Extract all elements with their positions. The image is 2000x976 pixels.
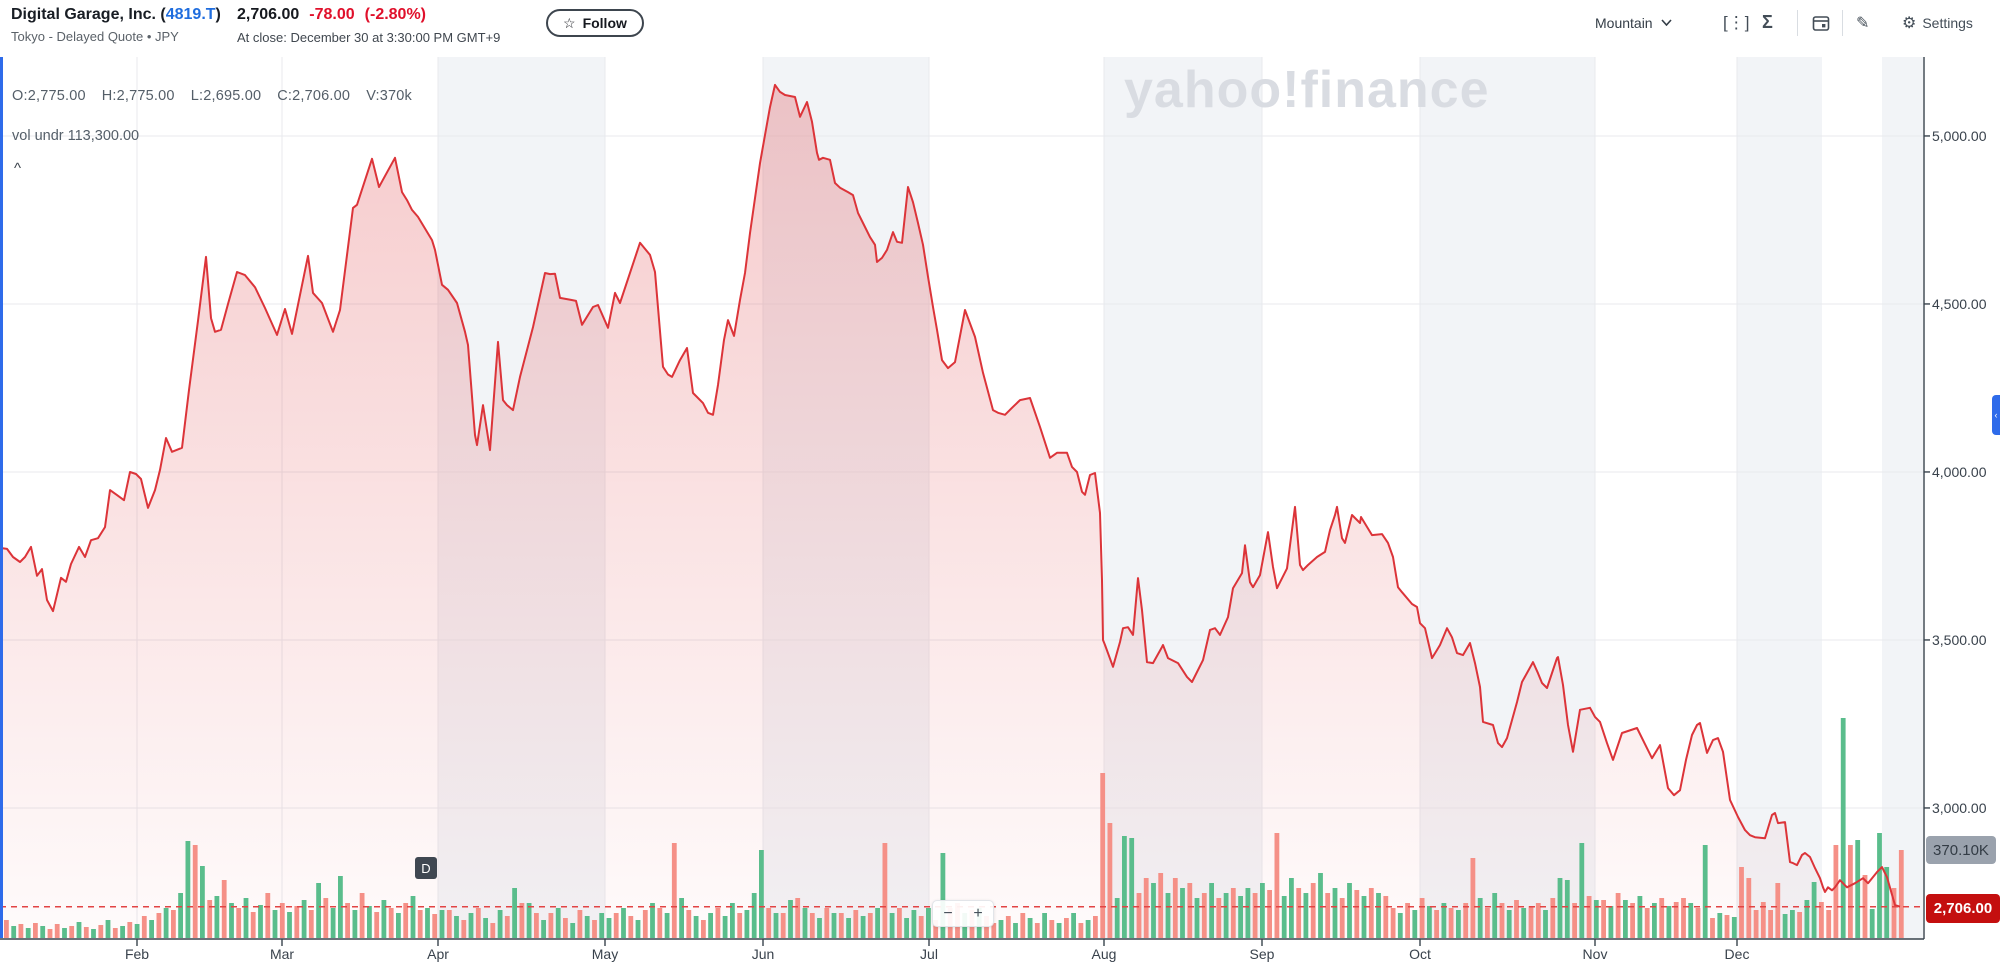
x-axis-month-label: Oct [1409,946,1431,962]
zoom-in-button[interactable]: + [973,904,983,922]
x-axis-month-label: Apr [427,946,449,962]
zoom-out-button[interactable]: − [943,904,953,922]
scroll-handle[interactable]: ‹ [1992,395,2000,435]
page-title: Digital Garage, Inc. (4819.T) [11,6,221,23]
x-axis-month-label: Jul [920,946,938,962]
date-range-button[interactable] [1812,0,1830,45]
y-axis-tick-label: 4,000.00 [1932,463,1987,480]
symbol-link[interactable]: 4819.T [165,6,216,23]
volume-axis-badge: 370.10K [1926,836,1996,864]
volume-under-readout: vol undr 113,300.00 [12,128,140,144]
price-change: -78.00 [309,6,355,23]
interval-icon-button[interactable]: [⋮] [1723,0,1749,45]
pencil-icon: ✎ [1856,14,1870,32]
yahoo-finance-watermark: yahoo!finance [1124,61,1490,119]
y-axis-tick-label: 5,000.00 [1932,127,1987,144]
divider [1842,10,1843,36]
x-axis-month-label: Jun [751,946,775,962]
x-axis-month-label: Mar [269,946,295,962]
settings-button[interactable]: ⚙ Settings [1902,14,1973,32]
x-axis-month-label: Feb [124,946,150,962]
as-of-time: At close: December 30 at 3:30:00 PM GMT+… [237,30,501,45]
dividend-marker[interactable]: D [415,857,437,879]
y-axis-tick-label: 4,500.00 [1932,295,1987,312]
price-change-pct: (-2.80%) [364,6,427,23]
y-axis-tick-label: 3,000.00 [1932,799,1987,816]
zoom-control: − + [932,900,994,927]
current-price-badge: 2,706.00 [1926,894,2000,923]
x-axis-month-label: Nov [1582,946,1608,962]
quote-header: Digital Garage, Inc. (4819.T) Tokyo - De… [0,0,2000,57]
last-price: 2,706.00 [237,6,300,23]
ohlc-readout: O:2,775.00 H:2,775.00 L:2,695.00 C:2,706.00… [12,88,413,104]
exchange-line: Tokyo - Delayed Quote • JPY [11,29,179,44]
x-axis-month-label: Dec [1724,946,1750,962]
y-axis-tick-label: 3,500.00 [1932,631,1987,648]
sigma-icon: Σ [1762,12,1773,32]
draw-button[interactable]: ✎ [1856,0,1869,45]
x-axis-month-label: May [591,946,619,962]
x-axis-month-label: Sep [1249,946,1275,962]
x-axis-month-label: Aug [1091,946,1117,962]
divider [1797,10,1798,36]
chart-type-dropdown[interactable]: Mountain [1595,0,1672,45]
gear-icon: ⚙ [1902,14,1917,32]
calendar-icon [1812,15,1830,31]
chevron-down-icon [1660,19,1672,26]
star-icon: ☆ [563,14,576,31]
quote-price: 2,706.00 -78.00 (-2.80%) [237,6,426,24]
expand-caret-icon[interactable]: ^ [14,160,22,177]
indicators-icon-button[interactable]: Σ [1762,0,1773,45]
interval-icon: [⋮] [1723,12,1750,32]
follow-button[interactable]: ☆ Follow [546,9,644,37]
